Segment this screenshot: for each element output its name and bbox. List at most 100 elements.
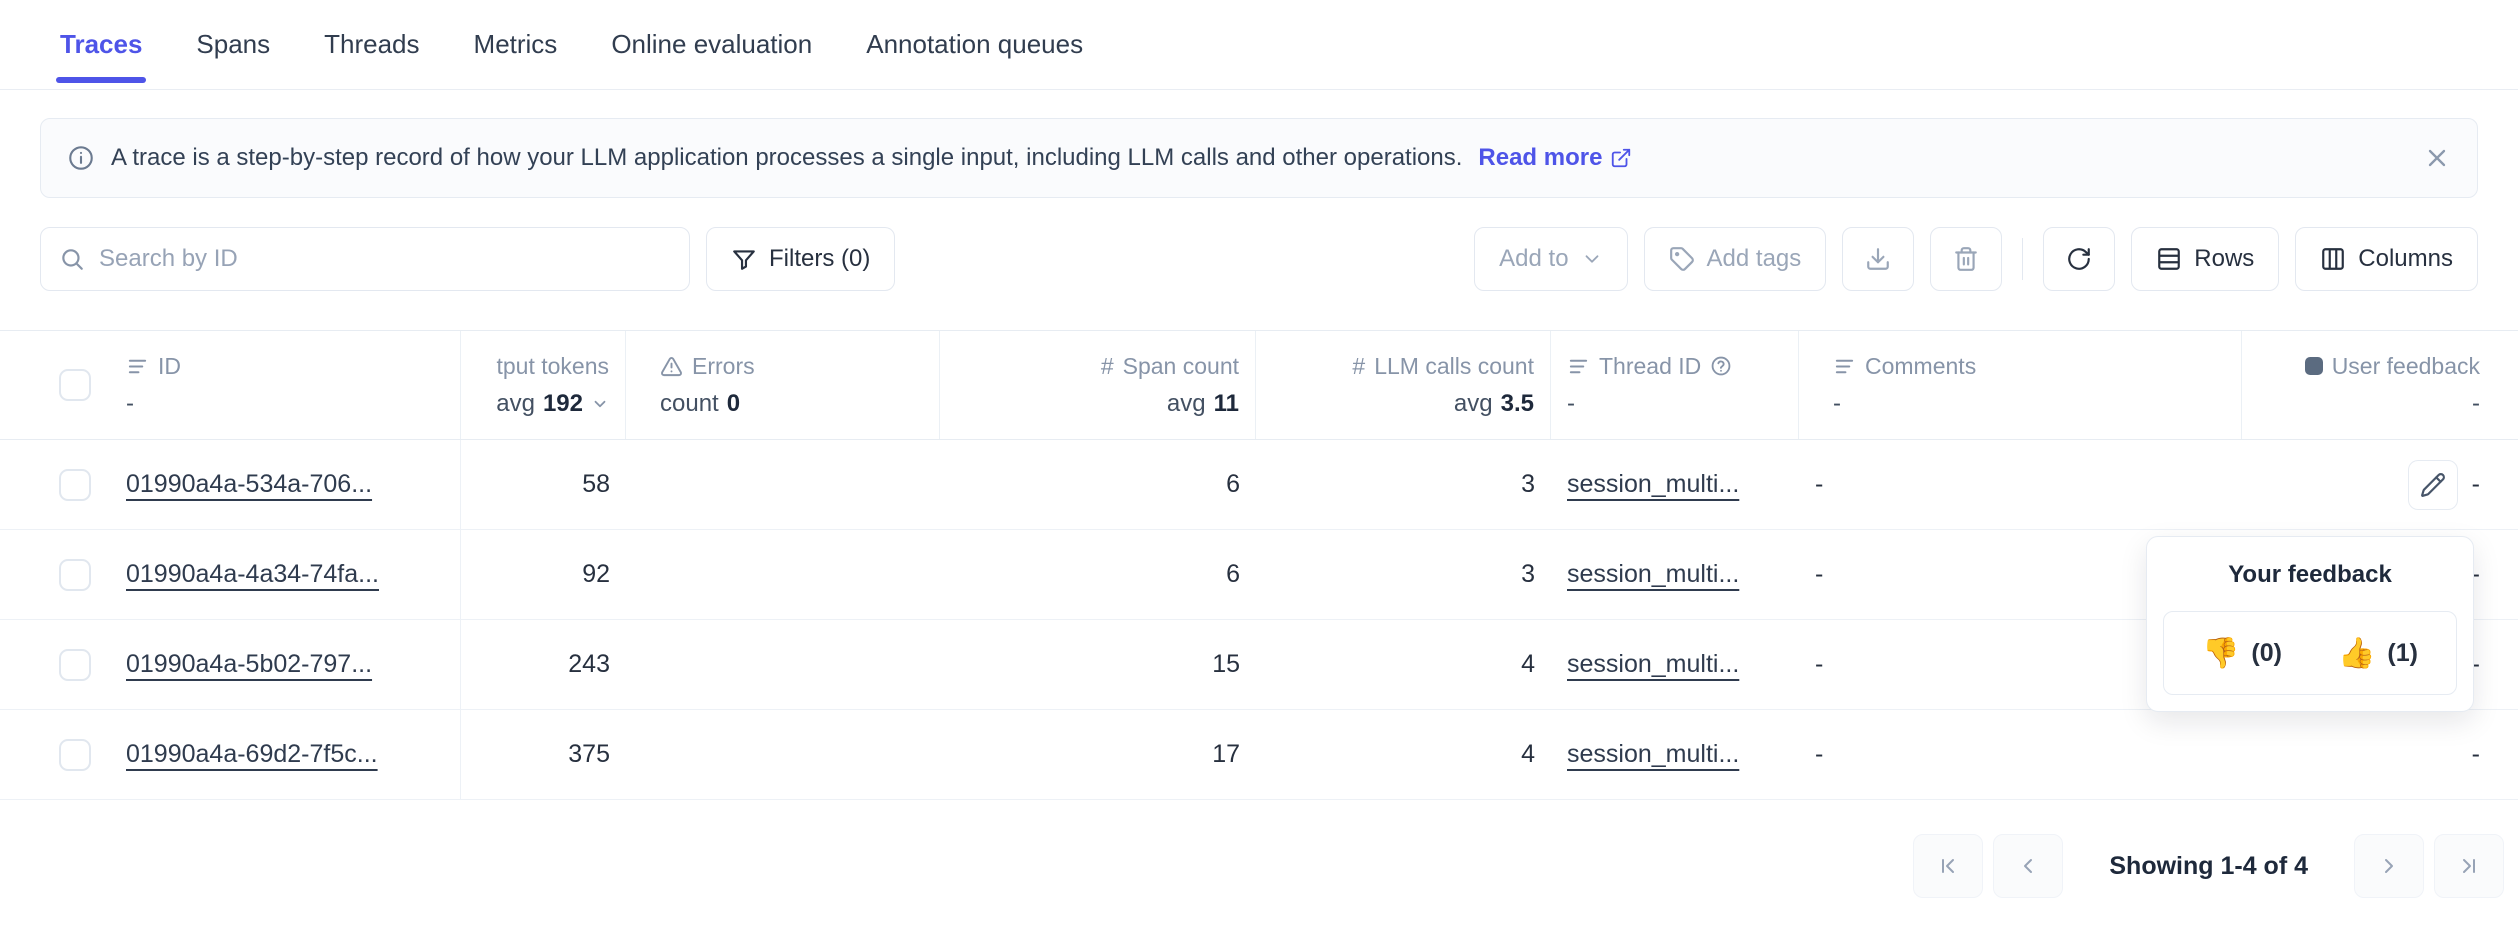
thread-id-link[interactable]: session_multi...	[1567, 740, 1740, 768]
row-checkbox[interactable]	[59, 468, 91, 501]
read-more-link[interactable]: Read more	[1478, 144, 1632, 172]
filter-funnel-icon	[731, 246, 757, 272]
tab-spans[interactable]: Spans	[196, 29, 271, 59]
column-header-span-count[interactable]: # Span count avg 11	[940, 331, 1256, 439]
rows-button[interactable]: Rows	[2131, 227, 2280, 291]
export-button[interactable]	[1842, 227, 1915, 291]
square-icon	[2304, 357, 2323, 375]
column-aggregate: -	[126, 389, 134, 417]
help-circle-icon[interactable]	[1710, 355, 1732, 377]
read-more-label: Read more	[1478, 144, 1603, 171]
chevron-down-icon[interactable]	[591, 395, 609, 413]
filters-label: Filters (0)	[769, 245, 871, 272]
aggregate-value: 3.5	[1500, 389, 1534, 417]
search-input[interactable]	[99, 245, 671, 273]
chevron-down-icon	[1581, 248, 1603, 270]
column-title: Thread ID	[1599, 352, 1702, 379]
aggregate-label: avg	[1166, 389, 1206, 417]
comments-cell: -	[1815, 470, 1824, 498]
search-icon	[59, 246, 85, 272]
first-page-button[interactable]	[1913, 834, 1984, 898]
columns-label: Columns	[2358, 245, 2453, 272]
thumbs-up-count: (1)	[2387, 638, 2418, 667]
refresh-button[interactable]	[2043, 227, 2116, 291]
tab-bar: Traces Spans Threads Metrics Online eval…	[0, 0, 2518, 90]
feedback-options: 👎 (0) 👍 (1)	[2163, 611, 2457, 695]
trace-id-link[interactable]: 01990a4a-534a-706...	[126, 470, 373, 498]
pencil-icon	[2420, 472, 2445, 497]
download-icon	[1865, 246, 1891, 272]
tab-metrics[interactable]: Metrics	[473, 29, 558, 59]
thumbs-down-count: (0)	[2251, 638, 2282, 667]
column-header-thread-id[interactable]: Thread ID -	[1551, 331, 1799, 439]
tab-annotation-queues[interactable]: Annotation queues	[866, 29, 1084, 59]
page-range-label: Showing 1-4 of 4	[2109, 851, 2308, 880]
select-all-checkbox[interactable]	[59, 369, 91, 401]
alert-triangle-icon	[660, 355, 683, 378]
user-feedback-value: -	[2471, 650, 2480, 678]
comments-cell: -	[1815, 740, 1824, 768]
errors-cell	[626, 620, 940, 709]
column-title: Span count	[1122, 352, 1239, 379]
banner-close-icon[interactable]	[2423, 144, 2451, 172]
column-header-llm-calls-count[interactable]: # LLM calls count avg 3.5	[1256, 331, 1551, 439]
row-checkbox[interactable]	[59, 738, 91, 771]
thumbs-down-button[interactable]: 👎 (0)	[2202, 636, 2282, 671]
tab-traces[interactable]: Traces	[56, 0, 147, 89]
table-row[interactable]: 01990a4a-69d2-7f5c... 375 17 4 session_m…	[0, 710, 2518, 800]
table-row[interactable]: 01990a4a-4a34-74fa... 92 6 3 session_mul…	[0, 530, 2518, 620]
user-feedback-value: -	[2471, 470, 2480, 498]
tab-online-evaluation[interactable]: Online evaluation	[611, 29, 813, 59]
search-box[interactable]	[40, 227, 690, 291]
feedback-popup: Your feedback 👎 (0) 👍 (1)	[2146, 536, 2474, 712]
thread-id-link[interactable]: session_multi...	[1567, 560, 1740, 588]
last-page-button[interactable]	[2434, 834, 2504, 898]
column-header-user-feedback[interactable]: User feedback -	[2242, 331, 2496, 439]
filters-button[interactable]: Filters (0)	[706, 227, 896, 291]
thread-id-link[interactable]: session_multi...	[1567, 650, 1740, 678]
column-header-id[interactable]: ID -	[110, 331, 461, 439]
delete-button[interactable]	[1930, 227, 2003, 291]
table-row[interactable]: 01990a4a-534a-706... 58 6 3 session_mult…	[0, 440, 2518, 530]
column-header-output-tokens[interactable]: tput tokens avg 192	[461, 331, 626, 439]
row-checkbox[interactable]	[59, 558, 91, 591]
table-header: ID - tput tokens avg 192 Errors count	[0, 330, 2518, 440]
llm-calls-cell: 3	[1521, 470, 1535, 498]
column-header-errors[interactable]: Errors count 0	[626, 331, 940, 439]
output-tokens-cell: 243	[568, 650, 610, 678]
thread-id-link[interactable]: session_multi...	[1567, 470, 1740, 498]
comments-cell: -	[1815, 650, 1824, 678]
row-checkbox[interactable]	[59, 648, 91, 681]
add-tags-button[interactable]: Add tags	[1643, 227, 1827, 291]
column-header-comments[interactable]: Comments -	[1799, 331, 2242, 439]
info-banner: A trace is a step-by-step record of how …	[40, 118, 2478, 198]
aggregate-label: count	[660, 389, 719, 417]
user-feedback-cell: -	[2242, 530, 2496, 619]
thumbs-up-button[interactable]: 👍 (1)	[2338, 636, 2418, 671]
next-page-button[interactable]	[2354, 834, 2424, 898]
aggregate-value: 192	[542, 389, 583, 417]
add-to-button[interactable]: Add to	[1474, 227, 1628, 291]
trace-id-link[interactable]: 01990a4a-4a34-74fa...	[126, 560, 379, 588]
llm-calls-cell: 4	[1521, 740, 1535, 768]
trace-id-link[interactable]: 01990a4a-5b02-797...	[126, 650, 373, 678]
user-feedback-value: -	[2471, 560, 2480, 588]
columns-button[interactable]: Columns	[2295, 227, 2478, 291]
trace-id-link[interactable]: 01990a4a-69d2-7f5c...	[126, 740, 378, 768]
column-title: User feedback	[2331, 352, 2480, 379]
output-tokens-cell: 375	[568, 740, 610, 768]
trash-icon	[1953, 246, 1979, 272]
pagination: Showing 1-4 of 4	[0, 834, 2504, 898]
span-count-cell: 15	[1212, 650, 1240, 678]
output-tokens-cell: 92	[582, 560, 610, 588]
tab-threads[interactable]: Threads	[324, 29, 420, 59]
previous-page-button[interactable]	[1993, 834, 2064, 898]
chevron-right-icon	[2385, 859, 2393, 873]
user-feedback-value: -	[2471, 740, 2480, 768]
aggregate-label: avg	[1453, 389, 1493, 417]
table-row[interactable]: 01990a4a-5b02-797... 243 15 4 session_mu…	[0, 620, 2518, 710]
aggregate-value: 11	[1213, 389, 1239, 417]
edit-feedback-button[interactable]	[2407, 459, 2458, 510]
feedback-popup-title: Your feedback	[2228, 561, 2392, 588]
user-feedback-cell: -	[2242, 440, 2496, 529]
